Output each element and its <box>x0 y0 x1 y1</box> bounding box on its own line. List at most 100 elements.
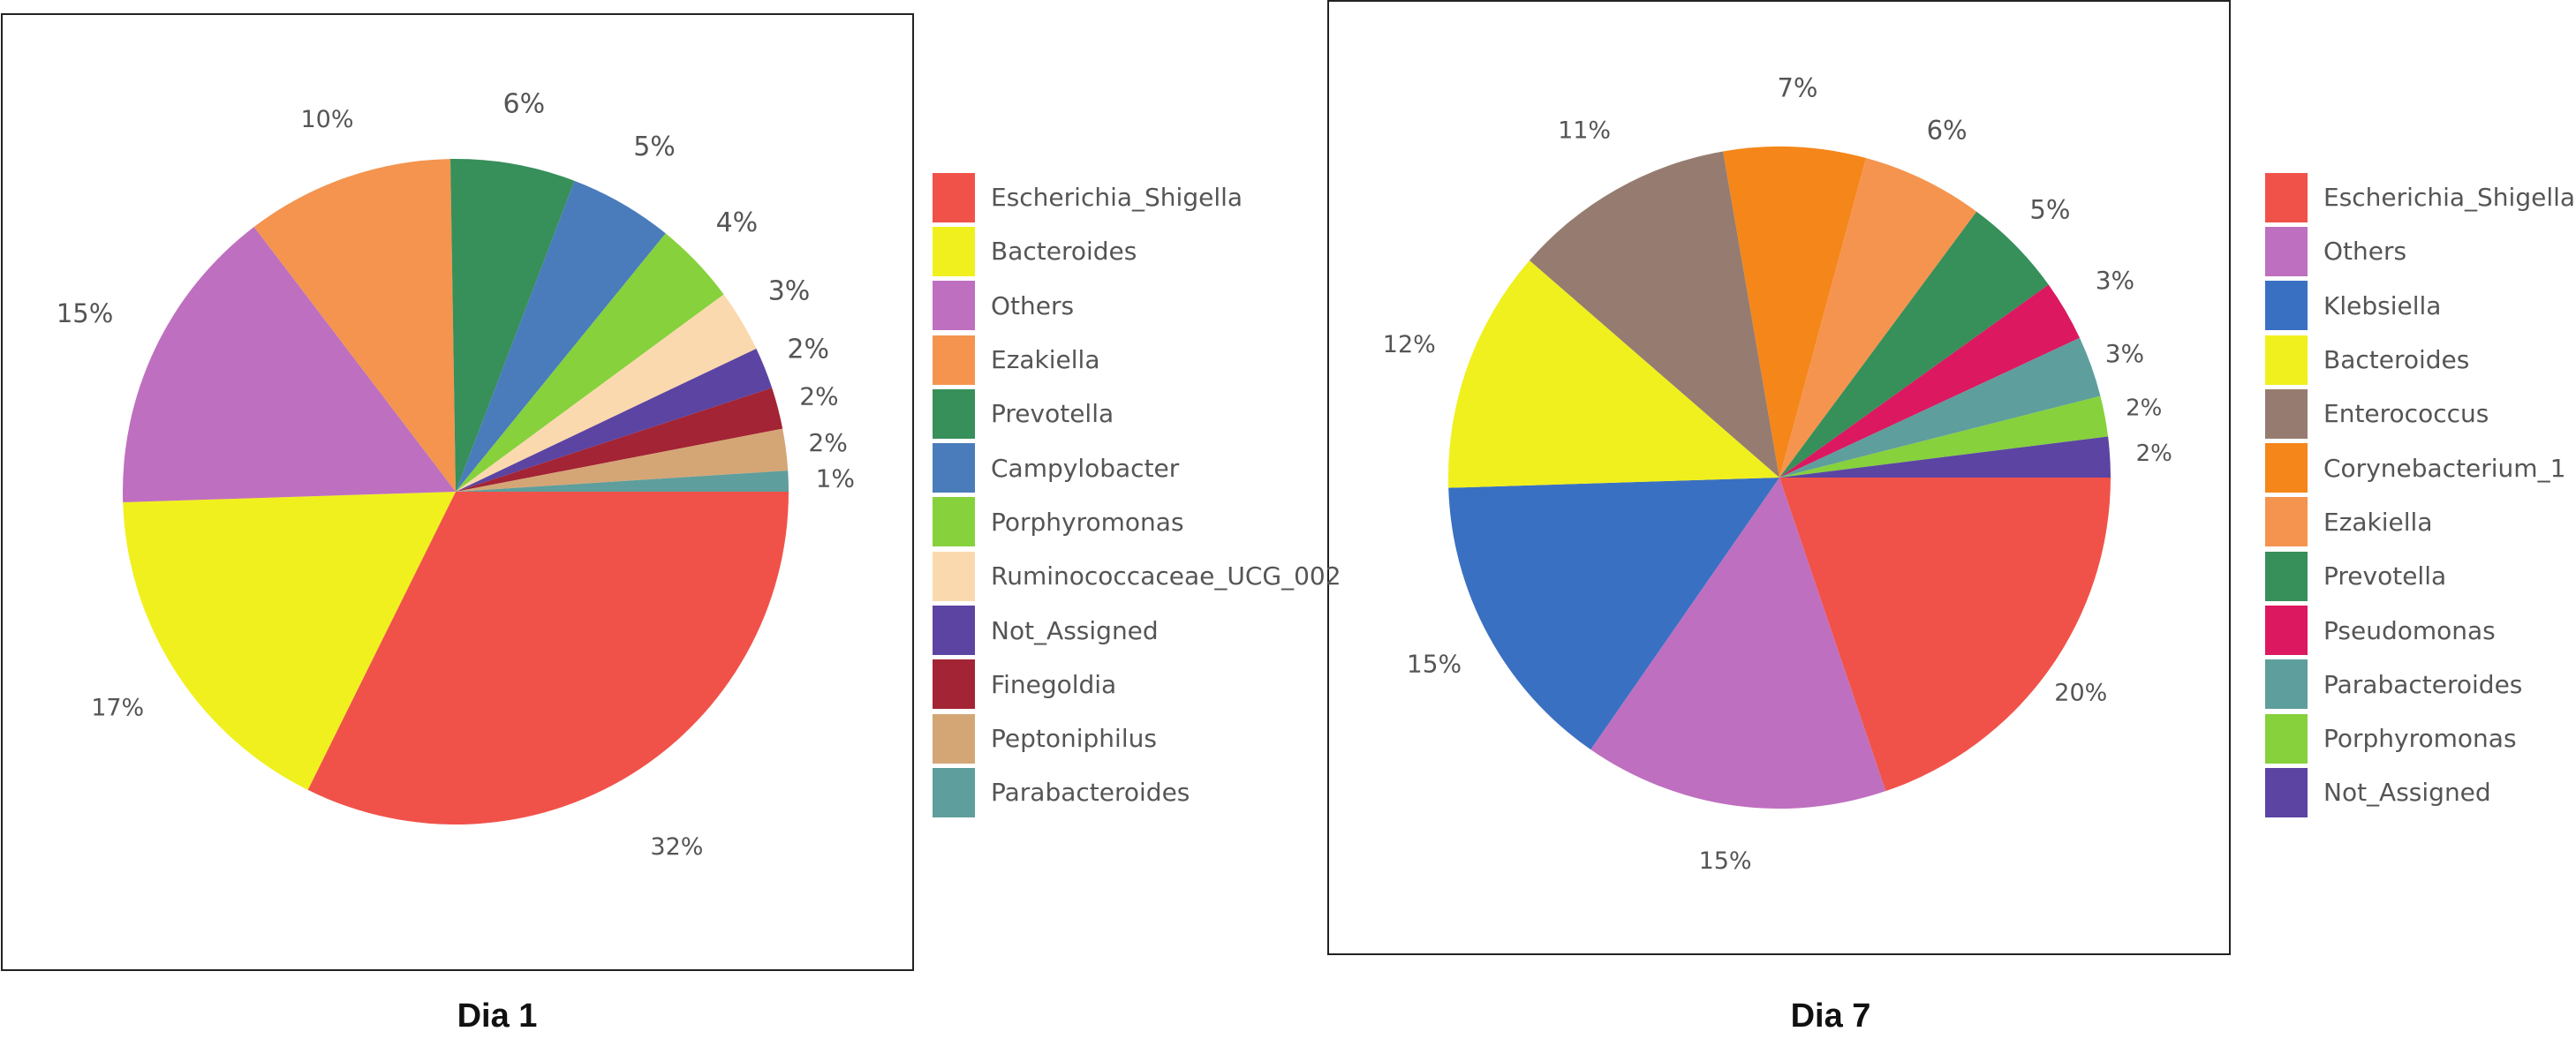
legend-label: Escherichia_Shigella <box>2323 183 2576 213</box>
pie-slice-ezakiella <box>253 159 456 493</box>
pie-slice-corynebacterium-1 <box>1723 146 1866 478</box>
legend-item-parabacteroides: Parabacteroides <box>933 765 1341 819</box>
legend-swatch <box>2265 497 2308 547</box>
legend-label: Pseudomonas <box>2323 615 2496 645</box>
legend-swatch <box>2265 388 2308 439</box>
legend-item-not-assigned: Not_Assigned <box>933 603 1341 657</box>
pie-slice-parabacteroides <box>1779 337 2101 478</box>
slice-label-peptoniphilus: 2% <box>808 428 847 457</box>
legend-swatch <box>2265 443 2308 493</box>
slice-label-ezakiella: 6% <box>1927 116 1968 146</box>
legend-label: Ezakiella <box>991 345 1100 375</box>
pie-slice-prevotella <box>450 159 575 492</box>
slice-label-not-assigned: 2% <box>787 335 829 365</box>
slice-label-finegoldia: 2% <box>799 381 838 410</box>
legend-dia-1: Escherichia_Shigella Bacteroides Others Eza… <box>933 170 1341 820</box>
slice-label-ruminococcaceae-ucg-002: 3% <box>768 276 811 307</box>
legend-swatch <box>933 551 975 601</box>
legend-item-peptoniphilus: Peptoniphilus <box>933 711 1341 765</box>
legend-item-klebsiella: Klebsiella <box>2265 279 2575 333</box>
legend-label: Not_Assigned <box>2323 778 2491 808</box>
slice-label-bacteroides: 12% <box>1383 331 1436 358</box>
legend-item-pseudomonas: Pseudomonas <box>2265 603 2575 657</box>
legend-swatch <box>933 172 975 222</box>
slice-label-parabacteroides: 1% <box>816 463 855 493</box>
pie-slice-others <box>123 227 456 502</box>
pie-slice-pseudomonas <box>1779 284 2080 478</box>
slice-label-parabacteroides: 3% <box>2105 339 2144 368</box>
legend-label: Escherichia_Shigella <box>991 183 1243 213</box>
legend-item-others: Others <box>933 279 1341 333</box>
legend-swatch <box>2265 713 2308 764</box>
legend-swatch <box>933 713 975 764</box>
pie-slice-bacteroides <box>123 492 456 790</box>
legend-swatch <box>2265 659 2308 710</box>
legend-swatch <box>933 388 975 439</box>
pie-slice-finegoldia <box>456 388 783 492</box>
legend-label: Parabacteroides <box>991 778 1190 808</box>
legend-item-corynebacterium-1: Corynebacterium_1 <box>2265 440 2575 494</box>
legend-label: Bacteroides <box>2323 345 2470 375</box>
slice-label-pseudomonas: 3% <box>2096 266 2134 295</box>
legend-label: Others <box>2323 237 2407 267</box>
legend-label: Porphyromonas <box>2323 724 2517 754</box>
legend-item-escherichia-shigella: Escherichia_Shigella <box>2265 170 2575 224</box>
legend-item-bacteroides: Bacteroides <box>2265 333 2575 387</box>
legend-swatch <box>933 606 975 656</box>
legend-swatch <box>2265 551 2308 601</box>
legend-item-enterococcus: Enterococcus <box>2265 387 2575 440</box>
slice-label-others: 15% <box>1699 847 1752 875</box>
pie-slice-klebsiella <box>1448 478 1779 750</box>
legend-item-campylobacter: Campylobacter <box>933 440 1341 494</box>
legend-item-ezakiella: Ezakiella <box>933 333 1341 387</box>
pie-slice-not-assigned <box>1779 436 2111 478</box>
legend-swatch <box>2265 172 2308 222</box>
legend-swatch <box>933 659 975 710</box>
pie-slice-ezakiella <box>1779 158 1977 478</box>
legend-label: Not_Assigned <box>991 615 1159 645</box>
legend-label: Ezakiella <box>2323 507 2433 537</box>
legend-label: Enterococcus <box>2323 399 2489 429</box>
legend-item-not-assigned: Not_Assigned <box>2265 765 2575 819</box>
slice-label-porphyromonas: 2% <box>2126 395 2162 422</box>
legend-label: Prevotella <box>2323 561 2447 591</box>
legend-label: Parabacteroides <box>2323 669 2523 699</box>
legend-label: Others <box>991 290 1075 320</box>
pie-slice-bacteroides <box>1447 260 1779 488</box>
pie-slice-parabacteroides <box>456 471 789 492</box>
slice-label-corynebacterium-1: 7% <box>1777 73 1817 103</box>
legend-swatch <box>933 281 975 331</box>
slice-label-porphyromonas: 4% <box>716 207 759 238</box>
legend-item-others: Others <box>2265 224 2575 278</box>
slice-label-enterococcus: 11% <box>1558 117 1611 145</box>
legend-swatch <box>933 335 975 385</box>
legend-swatch <box>2265 606 2308 656</box>
slice-label-bacteroides: 17% <box>91 695 144 722</box>
legend-item-porphyromonas: Porphyromonas <box>2265 711 2575 765</box>
slice-label-prevotella: 5% <box>2029 194 2070 224</box>
pie-slice-escherichia-shigella <box>307 492 789 824</box>
pie-slice-porphyromonas <box>1779 395 2109 478</box>
slice-label-ezakiella: 10% <box>300 106 353 133</box>
pie-slice-enterococcus <box>1529 151 1779 478</box>
slice-label-others: 15% <box>57 298 113 328</box>
legend-item-bacteroides: Bacteroides <box>933 224 1341 278</box>
legend-swatch <box>2265 335 2308 385</box>
legend-dia-7: Escherichia_Shigella Others Klebsiella Bact… <box>2265 170 2575 820</box>
pie-slice-escherichia-shigella <box>1779 478 2111 792</box>
slice-label-campylobacter: 5% <box>633 132 676 162</box>
legend-label: Bacteroides <box>991 237 1137 267</box>
caption-dia-1: Dia 1 <box>457 998 538 1035</box>
pie-slice-campylobacter <box>456 180 666 492</box>
legend-label: Prevotella <box>991 399 1114 429</box>
legend-label: Ruminococcaceae_UCG_002 <box>991 561 1341 591</box>
slice-label-klebsiella: 15% <box>1407 649 1462 678</box>
legend-item-prevotella: Prevotella <box>933 387 1341 440</box>
legend-swatch <box>2265 281 2308 331</box>
legend-label: Campylobacter <box>991 453 1180 483</box>
legend-item-escherichia-shigella: Escherichia_Shigella <box>933 170 1341 224</box>
legend-label: Finegoldia <box>991 669 1117 699</box>
legend-label: Peptoniphilus <box>991 724 1157 754</box>
slice-label-escherichia-shigella: 20% <box>2054 679 2107 706</box>
